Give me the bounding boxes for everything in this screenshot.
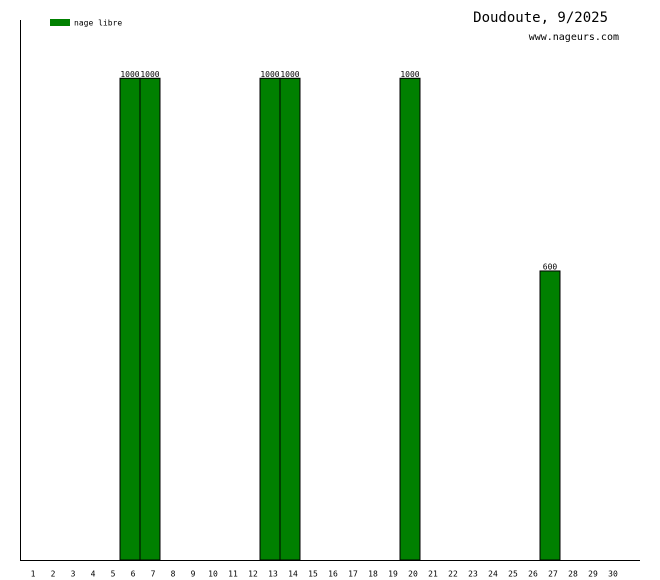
bar xyxy=(539,270,561,561)
x-tick-label: 19 xyxy=(388,570,398,579)
x-tick-label: 8 xyxy=(171,570,176,579)
x-tick-label: 11 xyxy=(228,570,238,579)
value-label: 600 xyxy=(543,262,558,271)
x-tick-label: 5 xyxy=(111,570,116,579)
x-tick-label: 4 xyxy=(91,570,96,579)
value-label: 1000 xyxy=(120,70,139,79)
x-tick-label: 21 xyxy=(428,570,438,579)
x-tick-label: 28 xyxy=(568,570,578,579)
x-tick-label: 15 xyxy=(308,570,318,579)
x-tick-label: 23 xyxy=(468,570,478,579)
value-label: 1000 xyxy=(260,70,279,79)
x-tick-label: 16 xyxy=(328,570,338,579)
x-tick-label: 6 xyxy=(131,570,136,579)
x-tick-label: 18 xyxy=(368,570,378,579)
x-tick-label: 2 xyxy=(51,570,56,579)
bar xyxy=(399,77,421,561)
x-tick-label: 22 xyxy=(448,570,458,579)
bar xyxy=(119,77,141,561)
chart-subtitle: www.nageurs.com xyxy=(529,32,619,43)
x-tick-label: 9 xyxy=(191,570,196,579)
x-tick-label: 27 xyxy=(548,570,558,579)
x-tick-label: 14 xyxy=(288,570,298,579)
x-tick-label: 7 xyxy=(151,570,156,579)
bar xyxy=(139,77,161,561)
x-tick-label: 29 xyxy=(588,570,598,579)
value-label: 1000 xyxy=(400,70,419,79)
x-tick-label: 26 xyxy=(528,570,538,579)
value-label: 1000 xyxy=(280,70,299,79)
legend-label: nage libre xyxy=(74,19,122,28)
value-label: 1000 xyxy=(140,70,159,79)
legend-swatch xyxy=(50,19,70,26)
x-tick-label: 3 xyxy=(71,570,76,579)
x-tick-label: 10 xyxy=(208,570,218,579)
bar xyxy=(259,77,281,561)
x-tick-label: 17 xyxy=(348,570,358,579)
x-tick-label: 12 xyxy=(248,570,258,579)
x-tick-label: 25 xyxy=(508,570,518,579)
bar xyxy=(279,77,301,561)
x-tick-label: 13 xyxy=(268,570,278,579)
x-tick-label: 30 xyxy=(608,570,618,579)
x-tick-label: 1 xyxy=(31,570,36,579)
x-tick-label: 20 xyxy=(408,570,418,579)
chart-title: Doudoute, 9/2025 xyxy=(473,10,608,26)
x-tick-label: 24 xyxy=(488,570,498,579)
